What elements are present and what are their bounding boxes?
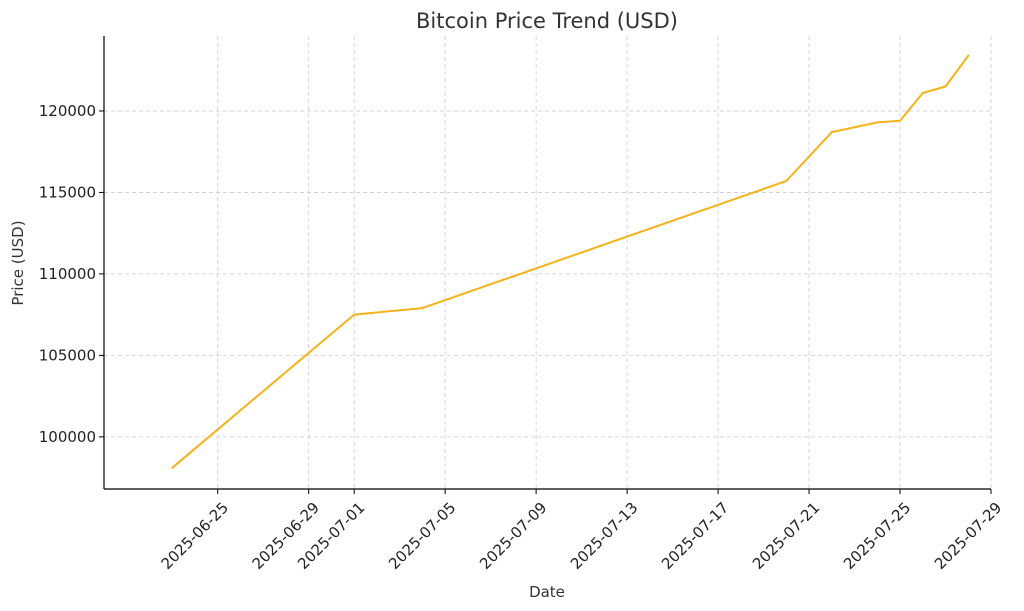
data-point: [899, 119, 902, 122]
x-tick-label: 2025-06-25: [158, 499, 232, 573]
y-tick-label: 100000: [39, 428, 96, 446]
y-tick-label: 110000: [39, 265, 96, 283]
data-point: [171, 466, 174, 469]
price-series-line: [171, 54, 970, 469]
data-point: [785, 180, 788, 183]
data-point: [921, 92, 924, 95]
y-axis-label: Price (USD): [9, 220, 27, 305]
x-tick-label: 2025-07-25: [840, 499, 914, 573]
data-point: [353, 313, 356, 316]
data-point: [876, 121, 879, 124]
x-tick-label: 2025-07-21: [749, 499, 823, 573]
x-tick-label: 2025-07-17: [658, 499, 732, 573]
y-tick-label: 120000: [39, 102, 96, 120]
series-layer: [171, 54, 970, 469]
y-axis-ticks: 100000 105000 110000 115000 120000: [39, 102, 104, 446]
x-tick-label: 2025-07-29: [931, 499, 1005, 573]
chart-title: Bitcoin Price Trend (USD): [416, 9, 678, 33]
x-axis-label: Date: [529, 583, 565, 601]
x-tick-label: 2025-07-05: [385, 499, 459, 573]
y-tick-label: 115000: [39, 183, 96, 201]
data-point: [944, 85, 947, 88]
grid: [104, 36, 992, 489]
data-point: [421, 307, 424, 310]
x-tick-label: 2025-07-09: [476, 499, 550, 573]
x-tick-label: 2025-07-13: [567, 499, 641, 573]
axes: [103, 36, 991, 490]
data-point: [830, 131, 833, 134]
y-tick-label: 105000: [39, 346, 96, 364]
data-point: [967, 54, 970, 57]
